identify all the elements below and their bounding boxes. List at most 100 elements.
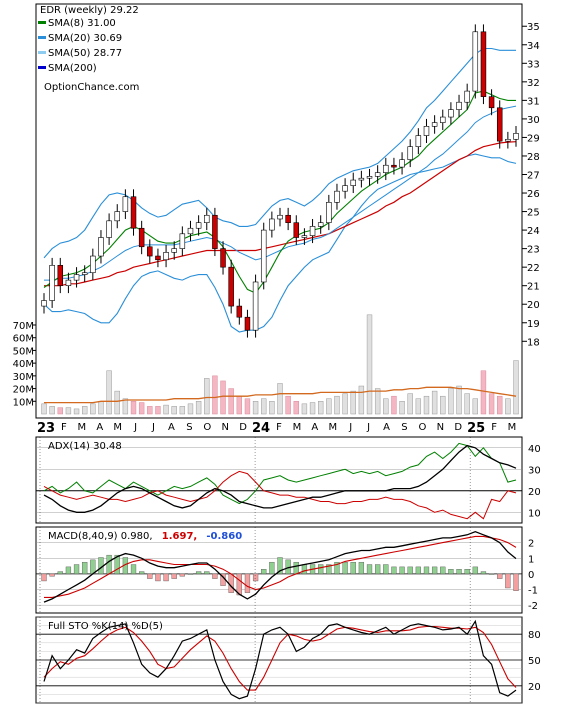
sto-tick-label: 80 [528,630,541,641]
volume-bar [399,401,405,415]
volume-bar [374,388,381,415]
x-axis-label: M [78,422,87,433]
candle-body [41,300,47,307]
legend-swatch [38,51,46,54]
price-tick-label: 23 [527,245,540,256]
price-tick-label: 32 [527,78,540,89]
macd-tick-label: -1 [528,586,538,597]
volume-bar [391,395,397,415]
macd-histogram-bar [82,561,88,575]
price-frame [35,3,523,419]
candle-body [187,227,194,235]
volume-bar [505,398,511,415]
volume-tick-label: 30M [13,372,34,383]
candle-body [399,159,405,168]
sma20-line [44,105,517,281]
volume-bar [252,401,259,415]
macd-histogram-bar [440,566,446,575]
volume-bar [472,398,479,415]
price-tick-label: 18 [527,337,540,348]
candle-body [98,237,104,257]
volume-bar [448,388,454,415]
legend-entry: SMA(8) 31.00 [48,18,116,29]
macd-histogram-bar [391,566,397,575]
x-axis-label: S [401,422,407,433]
x-axis-label: 24 [252,421,270,436]
x-axis-label: A [383,422,390,433]
adx-tick-label: 20 [528,487,541,498]
macd-label: MACD(8,40,9) 0.980, 1.697, -0.860 [48,531,242,542]
legend-entry: SMA(200) [48,63,97,74]
volume-bar [212,375,218,415]
sto-tick-label: 20 [528,682,541,693]
volume-bar [456,385,462,415]
x-axis: 23 F M A M J J A S O N D 24 F M A M J J A S O N D 25 F M [37,421,516,703]
macd-histogram-bar [147,573,153,579]
price-tick-label: 33 [527,59,540,70]
macd-histogram-bar [244,573,251,593]
macd-label-main: MACD(8,40,9) 0.980, [48,531,153,542]
x-axis-label: N [437,422,444,433]
macd-histogram-bar [480,571,487,575]
chart-title: EDR (weekly) 29.22 [40,5,139,16]
macd-histogram-bar [472,566,478,575]
volume-bar [480,370,487,415]
candle-body [496,107,503,142]
adx-plus-di-line [43,442,517,505]
candle-body [366,176,373,179]
macd-histogram-bar [342,561,348,575]
volume-tick-label: 70M [13,321,34,332]
adx-minus-di-line [43,470,517,520]
price-tick-label: 25 [527,208,540,219]
legend-swatch [38,21,46,24]
candle-body [293,222,300,238]
candle-body [252,281,259,331]
candle-body [301,235,308,238]
candle-body [326,201,332,223]
candle-body [423,126,430,136]
volume-bar [358,385,365,415]
macd-histogram-bar [318,564,324,575]
volume-bar [171,406,177,415]
sma50-line [44,141,517,287]
bollinger-upper-line [43,47,516,259]
candle-body [277,214,283,220]
price-tick-label: 26 [527,189,540,200]
macd-histogram-bar [326,564,332,575]
adx-line [43,444,517,513]
macd-histogram-bar [236,573,242,596]
macd-histogram-bar [407,566,413,575]
volume-bar [293,401,299,415]
price-tick-label: 27 [527,171,540,182]
macd-histogram-bar [57,571,63,575]
x-axis-label: J [348,422,352,433]
macd-tick-label: 2 [528,539,534,550]
macd-signal-value: -0.860 [206,531,242,542]
volume-bar [155,406,161,415]
legend-swatch [38,36,46,39]
macd-frame [35,526,523,614]
macd-histogram-bar [513,573,519,591]
price-tick-label: 35 [527,22,540,33]
x-axis-label: M [113,422,122,433]
volume-bar [220,380,226,415]
macd-line [43,531,517,603]
volume-bar [342,393,348,415]
candle-body [57,265,64,286]
macd-histogram-bar [163,573,169,582]
volume-bar [179,406,186,415]
macd-tick-label: 0 [528,570,534,581]
candle-body [81,272,88,275]
candle-body [334,190,340,203]
adx-tick-label: 40 [528,444,541,455]
volume-bar [122,398,129,415]
candle-body [415,135,422,148]
volume-bar [317,401,324,415]
price-tick-label: 19 [527,319,540,330]
macd-histogram-bar [41,573,47,582]
macd-panel: -2 -1 0 1 2 [35,526,538,614]
volume-bar [415,398,422,415]
sto-label: Full STO %K(14) %D(5) [48,621,163,632]
legend-entry: SMA(20) 30.69 [48,33,122,44]
price-tick-label: 29 [527,133,540,144]
